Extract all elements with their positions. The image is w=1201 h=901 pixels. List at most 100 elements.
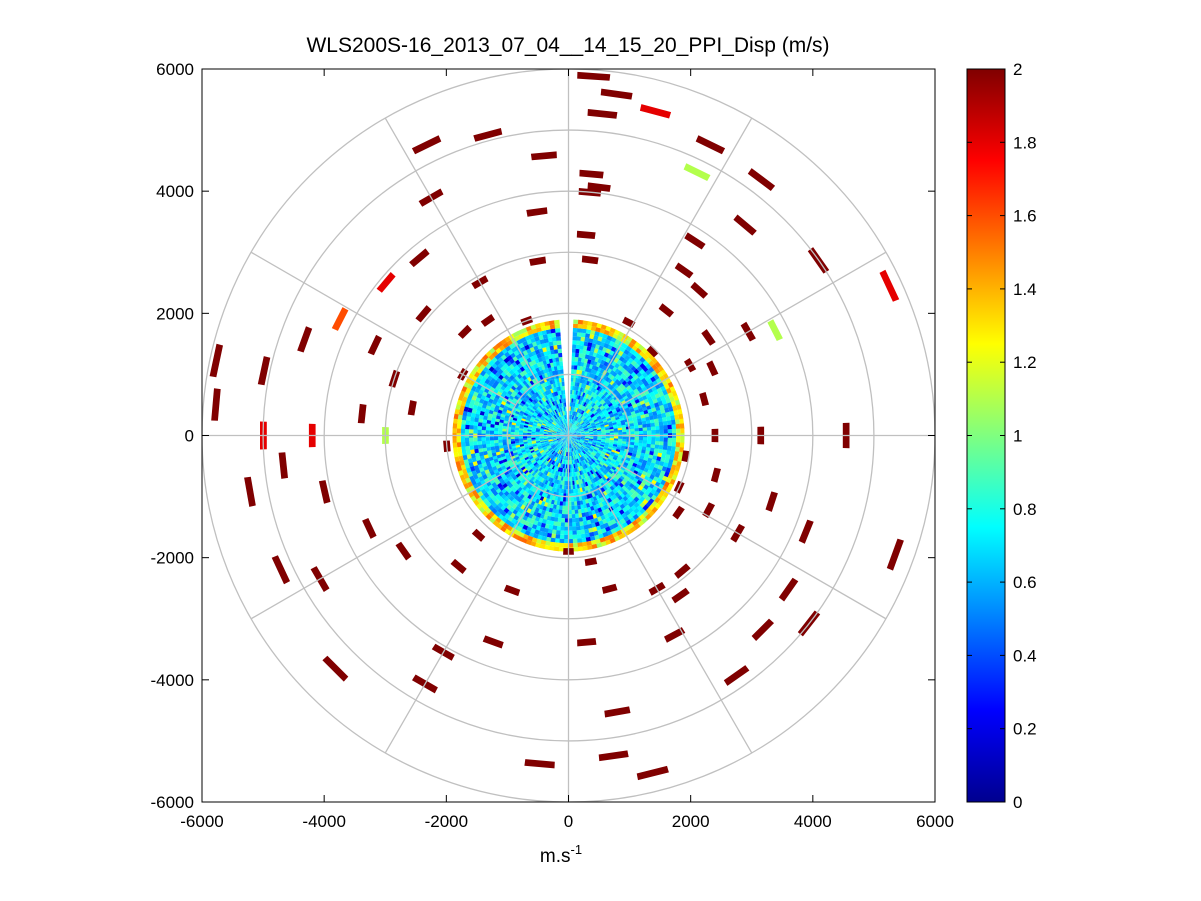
dense-gate [576,340,581,346]
dense-gate [560,450,563,455]
dense-gate [567,539,573,544]
dense-gate [669,454,675,461]
dense-gate [568,534,573,540]
dense-gate [562,438,566,441]
dense-gate [557,449,561,454]
dense-gate [556,433,561,435]
sparse-gate [587,109,618,119]
dense-gate [579,470,583,476]
dense-gate [667,441,672,447]
dense-gate [471,408,477,414]
dense-gate [581,328,587,334]
dense-gate [457,446,462,452]
dense-gate [523,430,528,433]
dense-gate [620,367,626,373]
dense-gate [575,428,579,431]
dense-gate [540,522,546,528]
dense-gate [539,456,544,461]
dense-gate [510,466,516,471]
dense-gate [532,454,537,458]
dense-gate [471,469,477,476]
dense-gate [454,408,460,415]
dense-gate [493,436,499,441]
dense-gate [573,501,578,506]
dense-gate [477,444,483,449]
sparse-gate [530,151,557,161]
dense-gate [473,440,478,446]
dense-gate [666,445,672,452]
dense-gate [596,425,601,428]
dense-gate [622,478,628,484]
dense-gate [618,436,623,440]
dense-gate [594,421,600,425]
dense-gate [569,427,570,432]
dense-gate [518,470,524,476]
dense-gate [572,385,575,391]
dense-gate [572,437,576,440]
dense-gate [661,399,668,406]
dense-gate [585,452,590,457]
dense-gate [621,441,627,445]
dense-gate [529,375,535,381]
dense-gate [577,324,584,329]
dense-gate [658,421,664,427]
dense-gate [564,480,567,486]
dense-gate [664,407,670,414]
dense-gate [581,410,585,415]
dense-gate [513,404,519,409]
dense-gate [574,480,577,485]
dense-gate [575,445,579,450]
dense-gate [581,512,586,518]
dense-gate [576,433,581,435]
dense-gate [574,446,578,451]
dense-gate [457,418,462,425]
dense-gate [576,530,581,535]
dense-gate [558,412,561,417]
dense-gate [483,415,488,420]
dense-gate [600,528,607,534]
dense-gate [606,482,612,488]
dense-gate [576,436,581,437]
dense-gate [548,437,553,440]
dense-gate [593,394,598,399]
dense-gate [485,440,491,445]
dense-gate [546,471,551,477]
dense-gate [535,322,542,329]
dense-gate [522,500,528,507]
dense-gate [542,474,547,480]
dense-gate [543,407,547,412]
dense-gate [674,465,681,472]
dense-gate [608,454,614,459]
dense-gate [554,323,560,329]
dense-gate [583,345,588,351]
dense-gate [563,411,566,416]
dense-gate [521,406,527,411]
dense-gate [603,463,609,468]
dense-gate [560,411,563,416]
dense-gate [490,423,495,428]
dense-gate [678,413,684,420]
dense-gate [462,454,468,461]
dense-gate [461,468,468,475]
dense-gate [527,437,532,440]
dense-gate [613,440,618,443]
dense-gate [538,405,544,410]
dense-gate [584,440,589,442]
dense-gate [608,469,614,475]
dense-gate [538,420,543,424]
dense-gate [470,412,476,418]
dense-gate [570,423,572,428]
dense-gate [531,414,537,419]
dense-gate [514,429,520,433]
dense-gate [607,394,612,400]
dense-gate [531,452,537,457]
dense-gate [588,471,593,476]
dense-gate [614,368,621,374]
dense-gate [509,395,515,400]
dense-gate [613,395,619,401]
dense-gate [540,409,545,414]
dense-gate [560,432,565,435]
dense-gate [595,371,601,377]
dense-gate [503,374,510,380]
dense-gate [555,357,560,362]
